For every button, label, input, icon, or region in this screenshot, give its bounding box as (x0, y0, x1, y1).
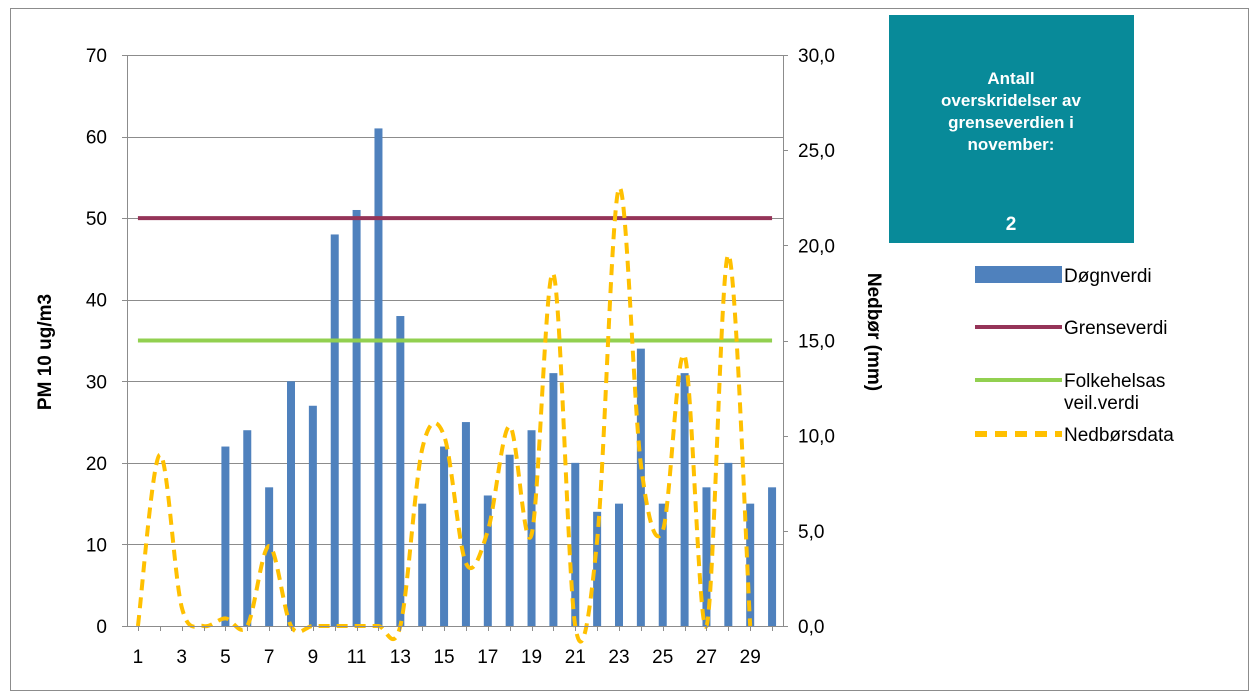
y2-tick-label-3: 15,0 (798, 332, 835, 353)
y-tick-label-0: 0 (96, 617, 107, 638)
bar-day-30 (768, 487, 777, 626)
bar-day-16 (461, 422, 470, 626)
y2-axis-title: Nedbør (mm) (863, 273, 884, 391)
bar-day-26 (680, 373, 689, 626)
legend-folkehelsas-veil-verdi-label-1: veil.verdi (1064, 393, 1139, 414)
legend: Døgnverdi Grenseverdi Folkehelsasveil.verd… (975, 266, 1174, 446)
annotation-line-0: Antall (987, 69, 1034, 88)
x-tick-label-5: 11 (347, 647, 367, 668)
bar-day-12 (374, 128, 383, 626)
bar-day-7 (265, 487, 274, 626)
x-tick-label-3: 7 (264, 647, 275, 668)
x-tick-label-12: 25 (652, 647, 673, 668)
annotation-text: Antall overskridelser av grenseverdien i no… (941, 69, 1081, 154)
bar-day-14 (418, 503, 427, 626)
bar-day-27 (702, 487, 711, 626)
y-tick-label-1: 10 (86, 535, 107, 556)
bar-day-6 (243, 430, 252, 626)
bar-day-8 (287, 381, 295, 626)
bar-day-21 (571, 462, 580, 626)
x-tick-label-6: 13 (390, 647, 411, 668)
annotation-count: 2 (1006, 214, 1017, 235)
x-tick-label-4: 9 (308, 647, 319, 668)
y2-tick-label-0: 0,0 (798, 617, 824, 638)
line-nedborsdata (135, 186, 753, 644)
exceedance-annotation: Antall overskridelser av grenseverdien i no… (889, 15, 1134, 243)
bar-day-10 (330, 234, 339, 626)
legend-grenseverdi-label: Grenseverdi (1064, 318, 1168, 339)
x-tick-label-11: 23 (608, 647, 629, 668)
bar-day-20 (549, 373, 558, 626)
y-tick-label-5: 50 (86, 209, 107, 230)
y2-tick-label-2: 10,0 (798, 427, 835, 448)
bar-day-25 (658, 503, 667, 626)
annotation-line-1: overskridelser av (941, 91, 1081, 110)
legend-d-gnverdi-label: Døgnverdi (1064, 266, 1152, 287)
bar-day-23 (615, 503, 623, 626)
bar-day-13 (396, 316, 405, 626)
y-tick-label-4: 40 (86, 291, 107, 312)
x-tick-label-8: 17 (477, 647, 498, 668)
x-tick-label-1: 3 (176, 647, 187, 668)
x-tick-label-2: 5 (220, 647, 231, 668)
legend-nedb-rsdata-label: Nedbørsdata (1064, 425, 1174, 446)
annotation-background (889, 15, 1134, 243)
annotation-line-3: november: (968, 135, 1055, 154)
x-tick-label-10: 21 (565, 647, 586, 668)
bar-day-18 (505, 454, 514, 626)
bar-day-29 (746, 503, 755, 626)
bar-day-17 (483, 495, 492, 626)
legend-d-gnverdi-swatch (975, 266, 1062, 283)
bar-day-5 (221, 446, 230, 626)
y2-tick-label-5: 25,0 (798, 141, 835, 162)
bars-dognverdi (221, 128, 777, 626)
lines (135, 186, 773, 644)
bar-day-24 (636, 348, 645, 626)
bar-day-28 (724, 462, 733, 626)
x-tick-label-9: 19 (521, 647, 542, 668)
x-tick-label-14: 29 (740, 647, 761, 668)
bar-day-19 (527, 430, 536, 626)
bar-day-22 (593, 511, 602, 626)
x-tick-label-13: 27 (696, 647, 717, 668)
y2-tick-label-4: 20,0 (798, 236, 835, 257)
y-axis-title: PM 10 ug/m3 (35, 294, 56, 410)
y2-tick-label-6: 30,0 (798, 46, 835, 67)
y-tick-label-2: 20 (86, 454, 107, 475)
legend-folkehelsas-veil-verdi-label-0: Folkehelsas (1064, 371, 1165, 392)
y-tick-label-7: 70 (86, 46, 107, 67)
bar-day-11 (352, 209, 361, 626)
y2-tick-label-1: 5,0 (798, 522, 824, 543)
bar-day-15 (440, 446, 449, 626)
y-axis-ticks: 0 10 20 30 40 50 60 70 (86, 46, 127, 638)
y-tick-label-6: 60 (86, 128, 107, 149)
y2-axis-ticks: 0,0 5,0 10,0 15,0 20,0 25,0 30,0 (783, 46, 835, 638)
x-tick-label-7: 15 (433, 647, 454, 668)
x-tick-label-0: 1 (133, 647, 144, 668)
annotation-line-2: grenseverdien i (948, 113, 1074, 132)
x-axis-ticks: 1 3 5 7 9 11 13 15 17 19 21 23 25 27 29 (133, 626, 773, 668)
bar-day-9 (308, 405, 317, 626)
y-tick-label-3: 30 (86, 372, 107, 393)
